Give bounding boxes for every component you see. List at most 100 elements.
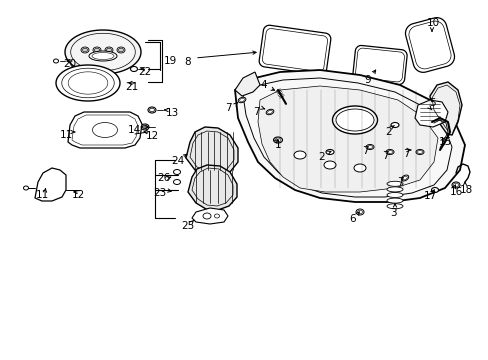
Ellipse shape xyxy=(238,97,245,103)
Ellipse shape xyxy=(89,51,117,61)
Ellipse shape xyxy=(214,214,219,218)
Ellipse shape xyxy=(386,198,402,203)
Ellipse shape xyxy=(117,47,125,53)
Text: 18: 18 xyxy=(458,185,472,195)
Text: 12: 12 xyxy=(71,190,84,200)
Ellipse shape xyxy=(415,149,423,154)
Ellipse shape xyxy=(430,188,438,193)
Text: 7: 7 xyxy=(361,146,367,156)
Ellipse shape xyxy=(23,186,28,190)
Ellipse shape xyxy=(367,145,372,149)
Polygon shape xyxy=(71,33,135,71)
Ellipse shape xyxy=(53,59,59,63)
Ellipse shape xyxy=(353,164,365,172)
Text: 12: 12 xyxy=(145,131,158,141)
Polygon shape xyxy=(429,82,461,135)
Ellipse shape xyxy=(402,176,407,180)
Text: 2: 2 xyxy=(318,152,325,162)
Polygon shape xyxy=(68,112,142,148)
Ellipse shape xyxy=(357,210,362,214)
Ellipse shape xyxy=(274,138,281,142)
Ellipse shape xyxy=(325,149,333,154)
Ellipse shape xyxy=(148,107,156,113)
Ellipse shape xyxy=(365,144,373,149)
Polygon shape xyxy=(187,165,237,210)
Text: 7: 7 xyxy=(396,177,403,187)
Polygon shape xyxy=(352,45,406,85)
Text: 4: 4 xyxy=(260,80,267,90)
Ellipse shape xyxy=(130,67,137,72)
Text: 15: 15 xyxy=(437,137,451,147)
Ellipse shape xyxy=(386,150,392,153)
Ellipse shape xyxy=(141,124,149,130)
Polygon shape xyxy=(262,28,327,72)
Ellipse shape xyxy=(386,204,402,209)
Polygon shape xyxy=(259,25,330,75)
Text: 16: 16 xyxy=(448,187,462,197)
Polygon shape xyxy=(414,100,447,127)
Ellipse shape xyxy=(386,181,402,186)
Polygon shape xyxy=(243,78,451,197)
Text: 1: 1 xyxy=(274,140,281,150)
Polygon shape xyxy=(192,208,227,224)
Ellipse shape xyxy=(386,193,402,198)
Polygon shape xyxy=(56,65,120,101)
Ellipse shape xyxy=(324,161,335,169)
Text: 6: 6 xyxy=(349,214,356,224)
Text: 7: 7 xyxy=(402,149,408,159)
Ellipse shape xyxy=(203,213,210,219)
Ellipse shape xyxy=(355,209,363,215)
Polygon shape xyxy=(355,48,404,82)
Polygon shape xyxy=(61,68,114,98)
Ellipse shape xyxy=(451,182,459,188)
Text: 17: 17 xyxy=(423,191,436,201)
Ellipse shape xyxy=(118,48,123,52)
Polygon shape xyxy=(68,72,108,94)
Ellipse shape xyxy=(273,137,282,143)
Text: 24: 24 xyxy=(171,156,184,166)
Ellipse shape xyxy=(93,47,101,53)
Ellipse shape xyxy=(149,108,154,112)
Text: 21: 21 xyxy=(125,82,138,92)
Ellipse shape xyxy=(92,122,117,138)
Ellipse shape xyxy=(386,187,402,192)
Text: 7: 7 xyxy=(252,107,259,117)
Ellipse shape xyxy=(335,109,373,131)
Text: 13: 13 xyxy=(165,108,178,118)
Text: 7: 7 xyxy=(381,151,387,161)
Text: 3: 3 xyxy=(389,208,395,218)
Text: 25: 25 xyxy=(181,221,194,231)
Ellipse shape xyxy=(142,125,147,129)
Polygon shape xyxy=(235,70,464,202)
Ellipse shape xyxy=(173,170,180,175)
Ellipse shape xyxy=(267,111,272,114)
Polygon shape xyxy=(35,168,66,201)
Text: 5: 5 xyxy=(428,98,434,108)
Polygon shape xyxy=(258,86,437,192)
Ellipse shape xyxy=(239,98,244,102)
Ellipse shape xyxy=(92,53,114,59)
Ellipse shape xyxy=(106,48,111,52)
Ellipse shape xyxy=(173,180,180,185)
Text: 19: 19 xyxy=(163,56,176,66)
Polygon shape xyxy=(408,21,450,69)
Ellipse shape xyxy=(265,109,273,115)
Polygon shape xyxy=(65,30,141,74)
Text: 23: 23 xyxy=(153,188,166,198)
Ellipse shape xyxy=(105,47,113,53)
Polygon shape xyxy=(405,18,453,72)
Ellipse shape xyxy=(332,106,377,134)
Text: 26: 26 xyxy=(157,173,170,183)
Ellipse shape xyxy=(94,48,99,52)
Ellipse shape xyxy=(385,149,393,154)
Ellipse shape xyxy=(82,48,87,52)
Text: 10: 10 xyxy=(426,18,439,28)
Polygon shape xyxy=(72,115,138,145)
Ellipse shape xyxy=(293,151,305,159)
Ellipse shape xyxy=(417,150,422,153)
Polygon shape xyxy=(185,127,238,177)
Text: 11: 11 xyxy=(59,130,73,140)
Text: 7: 7 xyxy=(224,103,231,113)
Ellipse shape xyxy=(390,122,398,127)
Ellipse shape xyxy=(401,175,408,181)
